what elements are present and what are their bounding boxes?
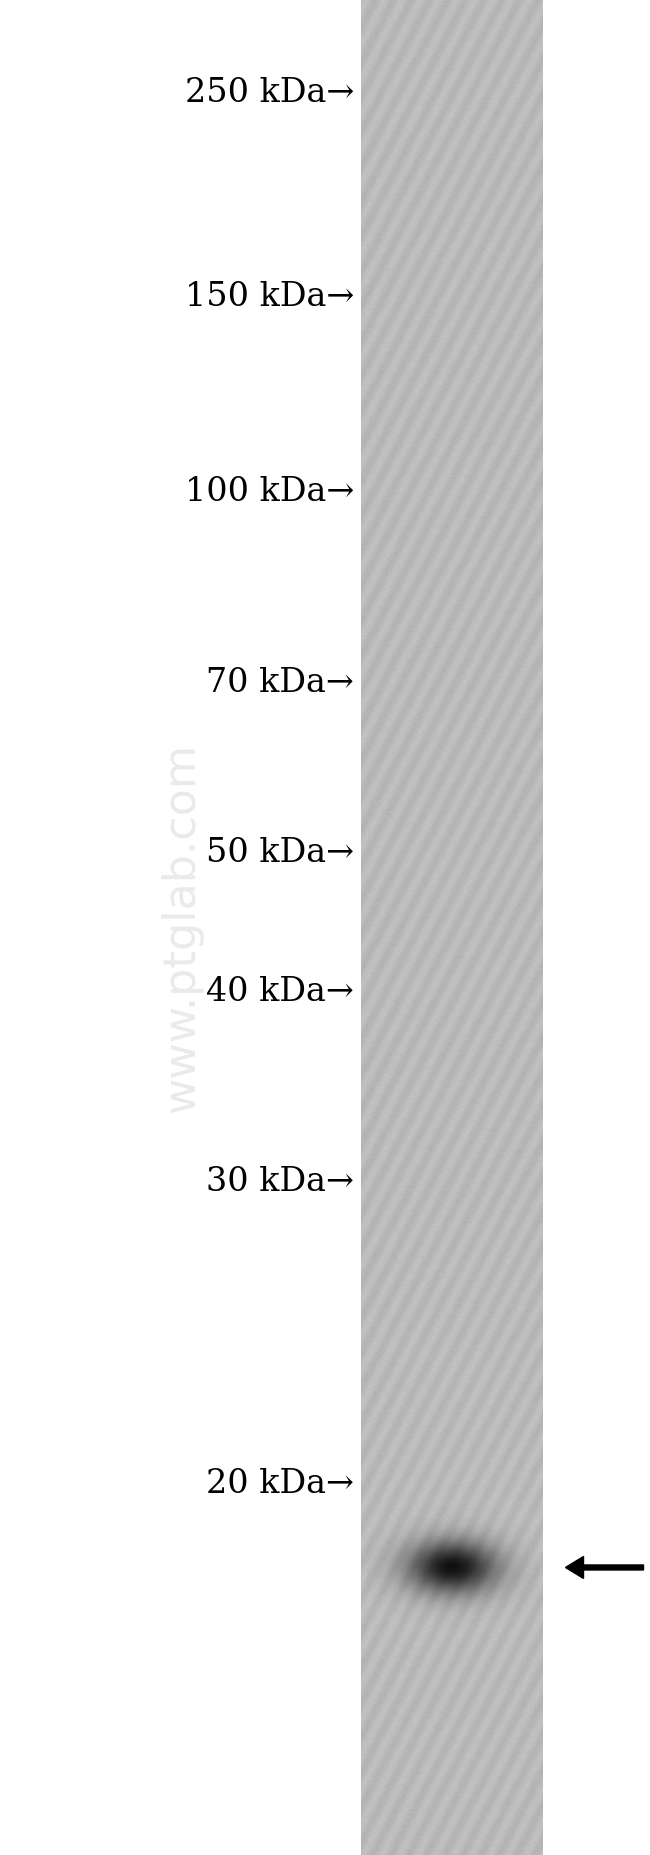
Text: 150 kDa→: 150 kDa→ [185,280,354,313]
Text: 40 kDa→: 40 kDa→ [207,976,354,1009]
Text: 20 kDa→: 20 kDa→ [206,1467,354,1501]
Text: 70 kDa→: 70 kDa→ [207,666,354,699]
Text: 30 kDa→: 30 kDa→ [206,1165,354,1198]
Text: 50 kDa→: 50 kDa→ [206,837,354,870]
Text: 250 kDa→: 250 kDa→ [185,76,354,109]
Text: 100 kDa→: 100 kDa→ [185,475,354,508]
FancyArrow shape [566,1556,644,1579]
Text: www.ptglab.com: www.ptglab.com [161,742,203,1113]
